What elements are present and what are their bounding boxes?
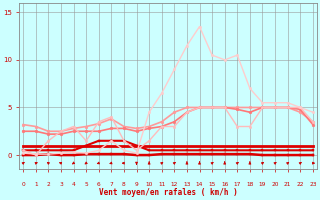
X-axis label: Vent moyen/en rafales ( km/h ): Vent moyen/en rafales ( km/h ) bbox=[99, 188, 237, 197]
